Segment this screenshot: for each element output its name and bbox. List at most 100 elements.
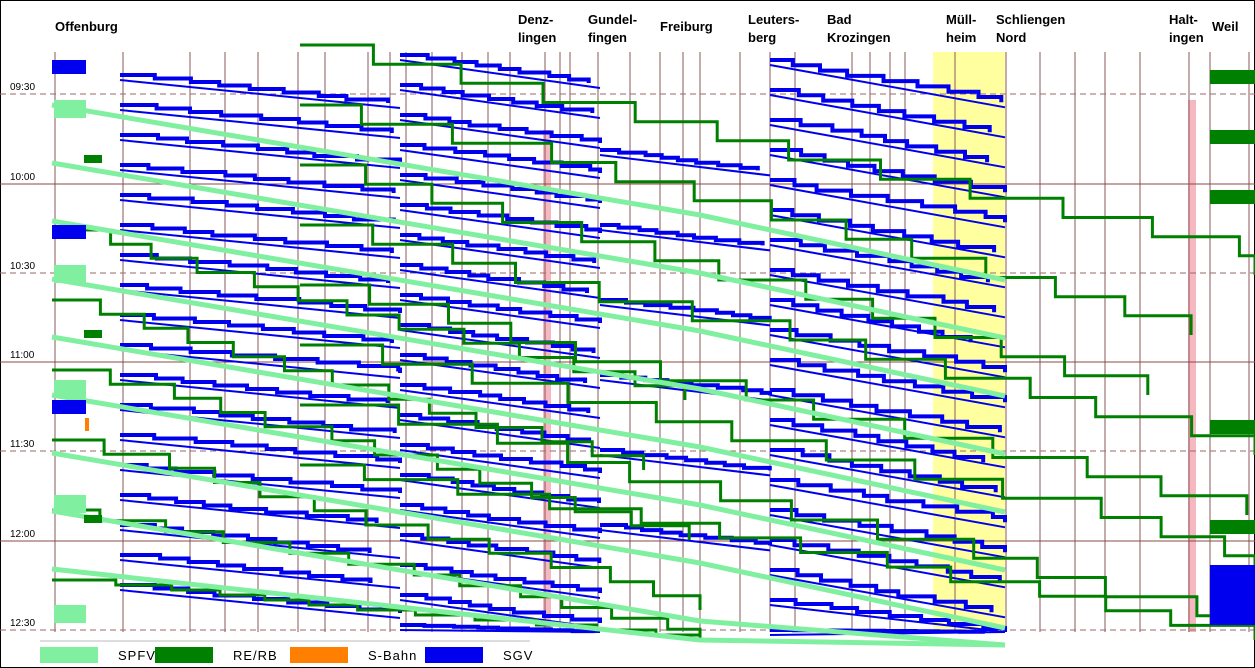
sgv-path-twin bbox=[399, 389, 601, 419]
sgv-path-twin bbox=[769, 124, 1006, 169]
sgv-path-twin bbox=[119, 259, 401, 289]
sgv-path bbox=[400, 563, 602, 593]
legend-label: SPFV bbox=[118, 647, 156, 663]
station-label: heim bbox=[946, 30, 976, 45]
sgv-path bbox=[400, 143, 602, 173]
sgv-path bbox=[770, 448, 998, 493]
sgv-path bbox=[120, 553, 373, 583]
legend: SPFV RE/RB S-Bahn SGV bbox=[40, 644, 640, 666]
sgv-path-twin bbox=[119, 499, 401, 529]
sgv-path bbox=[770, 268, 997, 313]
sgv-path-twin bbox=[119, 439, 401, 469]
sgv-path bbox=[770, 178, 1007, 223]
rerb-path bbox=[300, 343, 1255, 575]
legend-item: RE/RB bbox=[155, 646, 278, 664]
rerb-path bbox=[52, 228, 687, 400]
rerb-stop bbox=[84, 155, 102, 163]
sgv-path bbox=[600, 523, 772, 546]
y-tick-label: 11:30 bbox=[10, 439, 35, 450]
sgv-path bbox=[600, 148, 760, 171]
sgv-path bbox=[400, 623, 597, 634]
station-label: Freiburg bbox=[660, 19, 713, 34]
sgv-path-twin bbox=[119, 169, 401, 199]
sgv-path bbox=[120, 433, 402, 463]
sgv-path-twin bbox=[399, 509, 601, 539]
rerb-path bbox=[300, 163, 1150, 395]
sgv-path-twin bbox=[599, 529, 771, 552]
sgv-path bbox=[770, 508, 1007, 553]
sgv-path bbox=[770, 538, 1002, 583]
sgv-path bbox=[600, 223, 765, 246]
spfv-path bbox=[51, 392, 1006, 573]
sgv-path bbox=[770, 118, 990, 163]
sgv-path bbox=[120, 103, 394, 133]
weil-rerb-block bbox=[1210, 520, 1255, 534]
train-paths bbox=[51, 43, 1255, 648]
sgv-path-twin bbox=[769, 394, 1006, 439]
spfv-stop bbox=[54, 100, 86, 118]
sgv-path-twin bbox=[399, 269, 601, 299]
sgv-path-twin bbox=[119, 589, 401, 619]
spfv-path bbox=[51, 160, 1006, 341]
sgv-path-twin bbox=[769, 184, 1006, 229]
sgv-path bbox=[120, 223, 394, 253]
sgv-path-twin bbox=[769, 604, 1006, 633]
sgv-path bbox=[400, 383, 591, 413]
spfv-path bbox=[51, 508, 1006, 648]
sgv-path bbox=[400, 233, 597, 263]
sgv-path bbox=[770, 298, 973, 343]
sgv-path-twin bbox=[769, 64, 1006, 109]
station-label: Nord bbox=[996, 30, 1026, 45]
sgv-path bbox=[400, 293, 602, 323]
sgv-path-twin bbox=[769, 274, 1006, 319]
sbahn-mark bbox=[85, 418, 89, 431]
weil-rerb-block bbox=[1210, 190, 1255, 204]
station-label: ingen bbox=[1169, 30, 1204, 45]
weil-rerb-block bbox=[1210, 420, 1255, 434]
sgv-path-twin bbox=[119, 109, 401, 139]
sgv-path bbox=[770, 208, 997, 253]
station-label: Denz- bbox=[518, 12, 553, 27]
sgv-path-twin bbox=[769, 244, 1006, 289]
spfv-stop bbox=[54, 380, 86, 398]
sgv-path-twin bbox=[769, 484, 1006, 529]
y-tick-label: 09:30 bbox=[10, 82, 35, 93]
sgv-path bbox=[400, 263, 589, 293]
sgv-path-twin bbox=[119, 229, 401, 259]
sgv-path-twin bbox=[599, 454, 771, 477]
sgv-path bbox=[770, 238, 990, 283]
legend-label: S-Bahn bbox=[368, 647, 418, 663]
sgv-path-twin bbox=[769, 424, 1006, 469]
sgv-path-twin bbox=[769, 334, 1006, 379]
sgv-path bbox=[120, 373, 390, 403]
legend-item: SPFV bbox=[40, 646, 156, 664]
sgv-path bbox=[120, 193, 396, 223]
rerb-path bbox=[300, 463, 1255, 640]
spfv-stop bbox=[54, 265, 86, 283]
rerb-stop bbox=[84, 330, 102, 338]
sgv-path-twin bbox=[599, 229, 771, 252]
weil-sgv-block bbox=[1210, 565, 1255, 625]
sgv-path bbox=[400, 113, 602, 143]
sgv-path bbox=[120, 283, 402, 313]
sgv-path bbox=[120, 493, 379, 523]
sgv-path-twin bbox=[769, 304, 1006, 349]
station-label: Krozingen bbox=[827, 30, 891, 45]
legend-item: S-Bahn bbox=[290, 646, 417, 664]
spfv-stop bbox=[54, 605, 86, 623]
sgv-path-twin bbox=[599, 154, 771, 177]
station-label: Halt- bbox=[1169, 12, 1198, 27]
sgv-path bbox=[120, 463, 402, 493]
legend-swatch bbox=[425, 647, 483, 663]
legend-swatch bbox=[290, 647, 348, 663]
sgv-path bbox=[400, 83, 595, 113]
sgv-path-twin bbox=[769, 514, 1006, 559]
highlight-haltingen bbox=[1188, 100, 1196, 632]
rerb-path bbox=[52, 368, 691, 540]
y-tick-label: 10:00 bbox=[10, 172, 35, 183]
station-label: Gundel- bbox=[588, 12, 637, 27]
y-tick-label: 11:00 bbox=[10, 350, 35, 361]
sgv-path-twin bbox=[769, 454, 1006, 499]
station-labels: Offenburg Denz-lingen Gundel-fingen Freibur… bbox=[55, 12, 1239, 45]
